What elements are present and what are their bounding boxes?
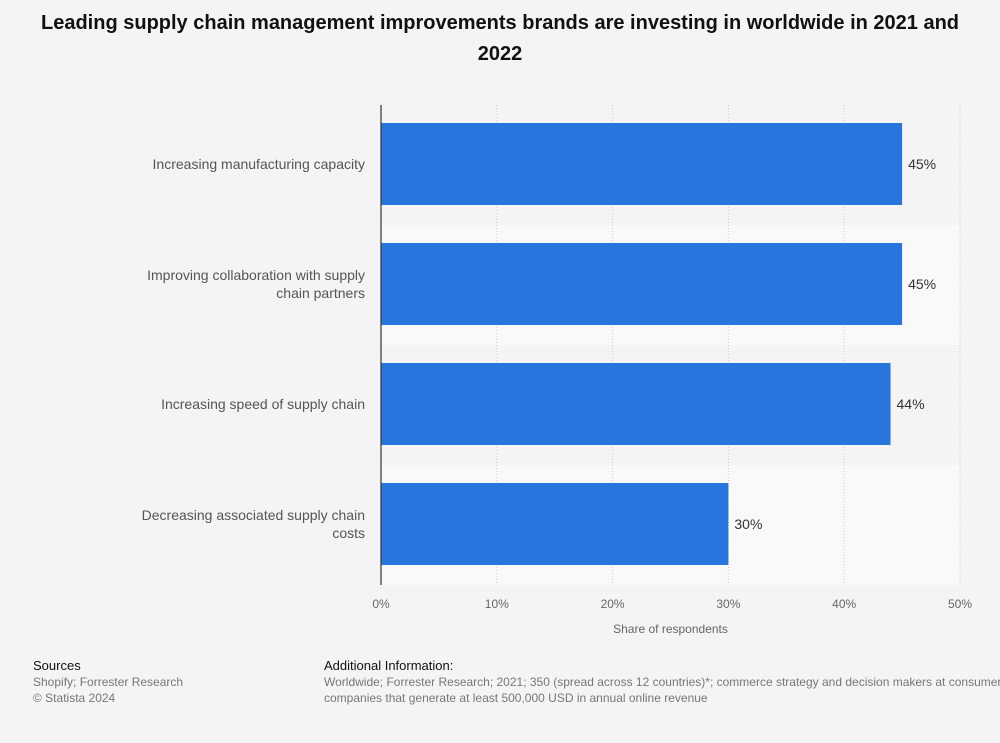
value-label: 45% xyxy=(908,156,936,172)
x-axis-title: Share of respondents xyxy=(613,622,728,636)
tick-label: 40% xyxy=(832,597,856,611)
sources-text: Shopify; Forrester Research xyxy=(33,675,184,689)
category-label: Improving collaboration with supply chain… xyxy=(147,267,365,301)
additional-information-section: Additional Information: Worldwide; Forre… xyxy=(324,658,1000,706)
additional-information-line-1: Worldwide; Forrester Research; 2021; 350… xyxy=(324,675,1000,689)
bar xyxy=(381,483,729,565)
category-label: Increasing manufacturing capacity xyxy=(153,156,365,172)
tick-label: 20% xyxy=(601,597,625,611)
bar xyxy=(381,123,903,205)
bar xyxy=(381,363,891,445)
additional-information-heading: Additional Information: xyxy=(324,658,454,673)
tick-label: 0% xyxy=(372,597,390,611)
category-label: Decreasing associated supply chain costs xyxy=(142,507,365,541)
value-label: 30% xyxy=(734,516,762,532)
sources-section: Sources Shopify; Forrester Research © St… xyxy=(33,658,293,706)
sources-heading: Sources xyxy=(33,658,81,673)
tick-label: 10% xyxy=(485,597,509,611)
bar xyxy=(381,243,903,325)
bar-chart: 45% Increasing manufacturing capacity 45% I… xyxy=(142,105,972,636)
chart-title: Leading supply chain management improvem… xyxy=(41,12,959,65)
copyright-text: © Statista 2024 xyxy=(33,691,116,705)
category-label: Increasing speed of supply chain xyxy=(161,396,365,412)
value-label: 44% xyxy=(897,396,925,412)
additional-information-line-2: companies that generate at least 500,000… xyxy=(324,691,708,705)
tick-label: 30% xyxy=(716,597,740,611)
tick-label: 50% xyxy=(948,597,972,611)
value-label: 45% xyxy=(908,276,936,292)
